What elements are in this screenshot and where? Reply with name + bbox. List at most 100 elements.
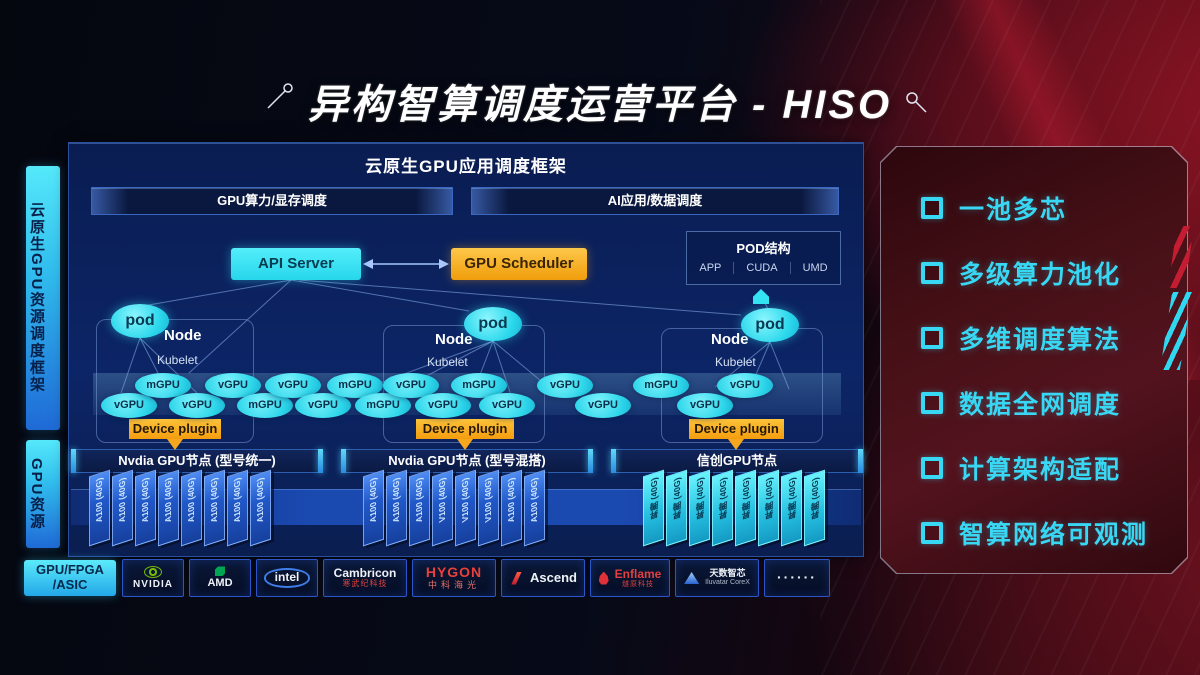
vendor-logo-text: Enflame — [614, 566, 662, 581]
mgpu-ellipse: mGPU — [135, 373, 191, 398]
gpu-card: A100 (40G) — [204, 469, 225, 547]
checkbox-bullet-icon — [921, 197, 943, 219]
gpu-card-label: A100 (40G) — [163, 476, 173, 525]
vendor-logo-cambricon: Cambricon 寒武纪科技 — [323, 559, 407, 597]
checkbox-bullet-icon — [921, 457, 943, 479]
vgpu-ellipse: vGPU — [717, 373, 773, 398]
gpu-card-label: 昇腾 (40G) — [810, 476, 820, 521]
page-title: 异构智算调度运营平台 - HISO — [307, 83, 893, 127]
gpu-card: A100 (40G) — [135, 469, 156, 547]
vendor-category-label-line: /ASIC — [52, 577, 88, 592]
checkbox-bullet-icon — [921, 392, 943, 414]
vendor-logo-subtext: 燧原科技 — [622, 580, 654, 588]
gpu-card-label: A100 (40G) — [117, 476, 127, 525]
vgpu-ellipse: vGPU — [169, 393, 225, 418]
vendor-logo-enflame: Enflame 燧原科技 — [590, 559, 670, 597]
gpu-card-label: A100 (40G) — [255, 476, 265, 525]
device-plugin-badge: Device plugin — [689, 419, 784, 439]
mgpu-ellipse: mGPU — [237, 393, 293, 418]
gpu-card-label: A100 (40G) — [186, 476, 196, 525]
vendor-logo-amd: AMD — [189, 559, 251, 597]
feature-label: 一池多芯 — [959, 196, 1068, 224]
mgpu-ellipse: mGPU — [327, 373, 383, 398]
checkbox-bullet-icon — [921, 262, 943, 284]
gpu-card-label: A100 (40G) — [391, 476, 401, 525]
feature-label: 计算架构适配 — [959, 456, 1122, 484]
vendor-logo-subtext: Iluvatar CoreX — [705, 579, 750, 587]
gpu-card: A100 (40G) — [112, 469, 133, 547]
gpu-card-label: A100 (40G) — [368, 476, 378, 525]
vgpu-ellipse: vGPU — [295, 393, 351, 418]
amd-icon — [215, 566, 225, 577]
vendor-logo-text: Cambricon — [333, 566, 397, 580]
feature-label: 多维调度算法 — [959, 326, 1122, 354]
feature-label: 数据全网调度 — [959, 391, 1122, 419]
mgpu-ellipse: mGPU — [451, 373, 507, 398]
kubelet-label: Kubelet — [715, 355, 756, 369]
gpu-card: 昇腾 (40G) — [804, 469, 825, 547]
vendor-logo-textblock: HYGON 中科海光 — [425, 564, 483, 590]
vendor-logo-text: ······ — [777, 569, 817, 586]
gpu-card-label: A100 (40G) — [94, 476, 104, 525]
pod-ellipse: pod — [111, 304, 169, 338]
gpu-card: A100 (40G) — [158, 469, 179, 547]
vendor-logo-textblock: ······ — [777, 569, 817, 586]
gpu-card-label: 昇腾 (40G) — [787, 476, 797, 521]
down-arrow-icon — [457, 439, 473, 450]
vendor-logo-subtext: 中科海光 — [427, 579, 480, 590]
gpu-card-label: V100 (40G) — [460, 476, 470, 524]
ascend-icon — [511, 571, 522, 585]
gpu-card: A100 (40G) — [501, 469, 522, 547]
gpu-card: 昇腾 (40G) — [712, 469, 733, 547]
vendor-logo-more: ······ — [764, 559, 830, 597]
node-group-header-xinchuang: 信创GPU节点 — [611, 449, 863, 473]
vgpu-ellipse: vGPU — [677, 393, 733, 418]
feature-item: 数据全网调度 — [921, 384, 1187, 422]
vendor-logo-textblock: 天数智芯 Iluvatar CoreX — [705, 568, 750, 587]
api-server-box: API Server — [231, 248, 361, 280]
gpu-card-label: V100 (40G) — [483, 476, 493, 524]
pod-structure-title: POD结构 — [736, 241, 791, 256]
gpu-card: 昇腾 (40G) — [735, 469, 756, 547]
magnifier-icon — [906, 92, 927, 113]
feature-item: 一池多芯 — [921, 189, 1187, 227]
gpu-scheduler-box: GPU Scheduler — [451, 248, 587, 280]
vgpu-ellipse: vGPU — [415, 393, 471, 418]
enflame-icon — [598, 571, 609, 585]
vendor-logo-textblock: intel — [263, 568, 311, 588]
vendor-logo-nvidia: NVIDIA — [122, 559, 184, 597]
down-arrow-icon — [728, 439, 744, 450]
features-panel-frame: 一池多芯 多级算力池化 多维调度算法 数据全网调度 计算架构适配 智算网络可观测 — [880, 146, 1188, 574]
gpu-card: A100 (40G) — [386, 469, 407, 547]
vendor-category-label: GPU/FPGA/ASIC — [24, 560, 116, 596]
node-label: Node — [711, 331, 749, 348]
vendor-logo-text: HYGON — [425, 564, 483, 581]
gpu-card-label: A100 (40G) — [506, 476, 516, 525]
vendor-logo-hygon: HYGON 中科海光 — [412, 559, 496, 597]
gpu-card-label: A100 (40G) — [529, 476, 539, 525]
gpu-compute-scheduling-bar[interactable]: GPU算力/显存调度 — [91, 187, 453, 215]
circuit-node-icon — [267, 83, 293, 109]
kubelet-label: Kubelet — [427, 355, 468, 369]
vendor-logo-subtext: 寒武纪科技 — [342, 579, 388, 589]
vendor-logo-text: 天数智芯 — [709, 568, 746, 579]
gpu-card-label: A100 (40G) — [414, 476, 424, 525]
pod-ellipse: pod — [464, 307, 522, 341]
vendor-logo-ascend: Ascend — [501, 559, 585, 597]
vgpu-ellipse: vGPU — [537, 373, 593, 398]
gpu-card-label: 昇腾 (40G) — [718, 476, 728, 521]
framework-title: 云原生GPU应用调度框架 — [365, 157, 567, 176]
checkbox-bullet-icon — [921, 522, 943, 544]
gpu-card: 昇腾 (40G) — [666, 469, 687, 547]
vendor-row: NVIDIA AMD intel Cambricon 寒武纪科技 HYGON 中科海光 Asc… — [122, 559, 830, 597]
gpu-card-label: 昇腾 (40G) — [695, 476, 705, 521]
gpu-card-label: 昇腾 (40G) — [672, 476, 682, 521]
ai-data-scheduling-bar[interactable]: AI应用/数据调度 — [471, 187, 839, 215]
gpu-card: A100 (40G) — [181, 469, 202, 547]
mgpu-ellipse: mGPU — [355, 393, 411, 418]
feature-list: 一池多芯 多级算力池化 多维调度算法 数据全网调度 计算架构适配 智算网络可观测 — [881, 147, 1187, 552]
gpu-card: 昇腾 (40G) — [758, 469, 779, 547]
gpu-card: V100 (40G) — [478, 469, 499, 547]
feature-item: 计算架构适配 — [921, 449, 1187, 487]
